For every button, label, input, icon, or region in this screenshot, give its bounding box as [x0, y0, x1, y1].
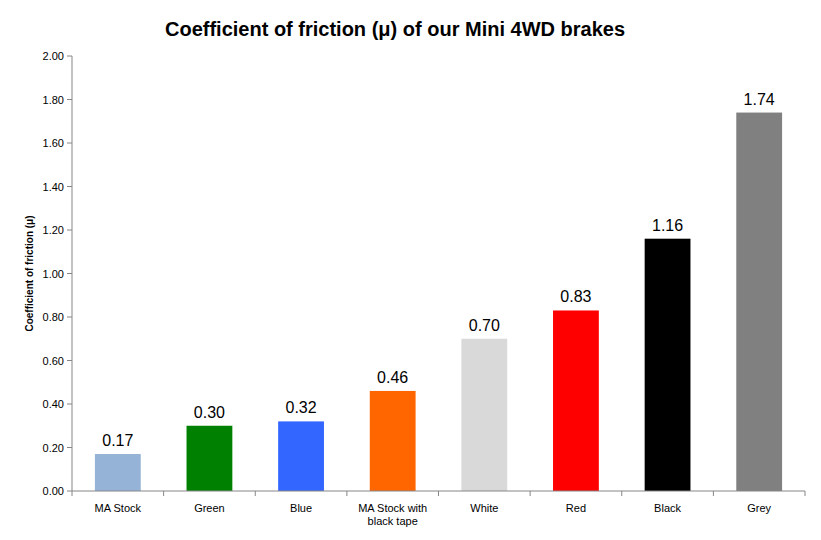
bar [645, 239, 691, 491]
x-tick-label: Green [194, 502, 225, 514]
data-label: 0.83 [560, 288, 591, 305]
bar [370, 391, 416, 491]
title: Coefficient of friction (μ) of our Mini … [165, 18, 625, 40]
data-label: 0.46 [377, 369, 408, 386]
y-tick-label: 1.40 [43, 181, 64, 193]
x-tick [72, 491, 73, 496]
bar [187, 426, 233, 491]
x-tick-label: MA Stock withblack tape [358, 502, 427, 527]
x-tick-label-line: MA Stock [95, 502, 142, 514]
x-tick [438, 491, 439, 496]
y-tick-label: 0.20 [43, 442, 64, 454]
y-tick [67, 491, 72, 492]
data-label: 0.17 [102, 432, 133, 449]
y-tick [67, 273, 72, 274]
x-tick-label-line: Blue [290, 502, 312, 514]
y-tick-label: 0.60 [43, 355, 64, 367]
y-tick-label: 0.40 [43, 398, 64, 410]
y-tick-label: 1.20 [43, 224, 64, 236]
y-tick [67, 230, 72, 231]
y-tick [67, 447, 72, 448]
data-label: 1.74 [744, 91, 775, 108]
x-tick [805, 491, 806, 496]
y-tick-label: 0.80 [43, 311, 64, 323]
y-tick-label: 1.80 [43, 94, 64, 106]
x-tick-label: Grey [747, 502, 771, 514]
data-label: 0.70 [469, 317, 500, 334]
y-axis [72, 56, 73, 491]
y-tick [67, 56, 72, 57]
y-tick [67, 186, 72, 187]
x-tick-label: Blue [290, 502, 312, 514]
x-tick-label-line: black tape [368, 515, 418, 527]
y-tick-label: 1.00 [43, 268, 64, 280]
x-tick [255, 491, 256, 496]
x-tick-label-line: MA Stock with [358, 502, 427, 514]
y-tick [67, 99, 72, 100]
x-tick-label: MA Stock [95, 502, 142, 514]
y-tick [67, 404, 72, 405]
bar [736, 113, 782, 491]
x-tick [621, 491, 622, 496]
x-tick-label-line: Green [194, 502, 225, 514]
y-tick [67, 143, 72, 144]
x-tick-label: White [470, 502, 498, 514]
x-tick-label-line: Red [566, 502, 586, 514]
data-label: 0.30 [194, 404, 225, 421]
y-tick-label: 2.00 [43, 50, 64, 62]
bars [95, 113, 782, 491]
x-tick-label-line: Black [654, 502, 681, 514]
bar [553, 310, 599, 491]
x-tick-label-line: White [470, 502, 498, 514]
x-tick [163, 491, 164, 496]
x-tick [346, 491, 347, 496]
y-axis-label: Coefficient of friction (μ) [24, 215, 35, 331]
data-label: 1.16 [652, 217, 683, 234]
bar [278, 421, 324, 491]
chart: Coefficient of friction (μ) of our Mini … [0, 0, 821, 540]
x-tick-label-line: Grey [747, 502, 771, 514]
bar [461, 339, 507, 491]
x-tick-label: Red [566, 502, 586, 514]
y-tick-label: 0.00 [43, 485, 64, 497]
x-tick-label: Black [654, 502, 681, 514]
x-tick [713, 491, 714, 496]
y-tick [67, 317, 72, 318]
data-label: 0.32 [285, 399, 316, 416]
x-tick [530, 491, 531, 496]
bar [95, 454, 141, 491]
y-tick [67, 360, 72, 361]
y-tick-label: 1.60 [43, 137, 64, 149]
